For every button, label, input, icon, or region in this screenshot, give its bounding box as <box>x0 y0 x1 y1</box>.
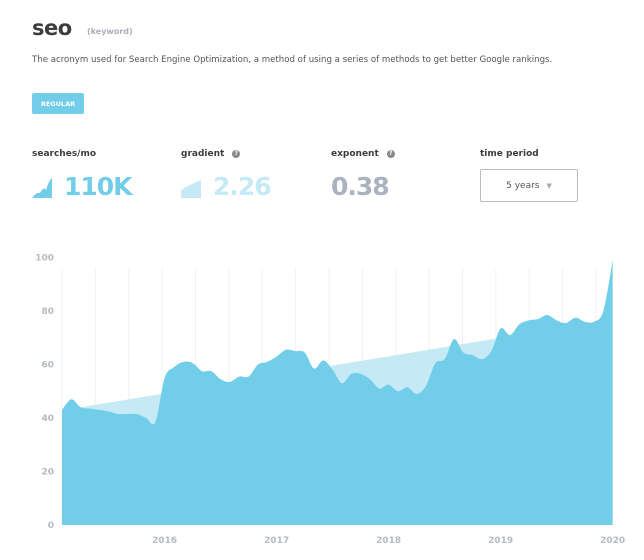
time-period-label: time period <box>480 149 539 159</box>
x-tick-label: 2020 <box>600 536 625 546</box>
series-area <box>62 260 613 525</box>
x-tick-label: 2016 <box>152 536 177 546</box>
x-tick-label: 2019 <box>488 536 513 546</box>
y-tick-label: 100 <box>35 254 54 264</box>
gradient-value: 2.26 <box>213 172 272 201</box>
keyword-tag: (keyword) <box>87 27 133 36</box>
searches-label: searches/mo <box>32 149 97 159</box>
keyword-description: The acronym used for Search Engine Optim… <box>32 55 553 65</box>
time-period-select[interactable]: 5 years ▼ <box>480 169 578 202</box>
searches-value: 110K <box>64 172 133 201</box>
x-tick-label: 2017 <box>264 536 289 546</box>
y-tick-label: 20 <box>41 468 54 478</box>
y-tick-label: 0 <box>48 521 54 531</box>
gradient-label-text: gradient <box>181 149 225 159</box>
exponent-value: 0.38 <box>331 172 390 201</box>
wedge-icon <box>181 180 201 198</box>
exponent-label: exponent? <box>331 149 395 159</box>
keyword-title: seo <box>32 16 72 40</box>
regular-badge[interactable]: REGULAR <box>32 93 84 114</box>
y-tick-label: 60 <box>41 361 54 371</box>
y-tick-label: 40 <box>41 414 54 424</box>
exponent-label-text: exponent <box>331 149 379 159</box>
help-icon[interactable]: ? <box>386 149 395 158</box>
y-tick-label: 80 <box>41 307 54 317</box>
x-tick-label: 2018 <box>376 536 401 546</box>
area-chart-icon <box>32 178 52 198</box>
gradient-label: gradient? <box>181 149 241 159</box>
time-period-value: 5 years <box>506 180 540 191</box>
help-icon[interactable]: ? <box>232 149 241 158</box>
chevron-down-icon: ▼ <box>546 181 552 190</box>
